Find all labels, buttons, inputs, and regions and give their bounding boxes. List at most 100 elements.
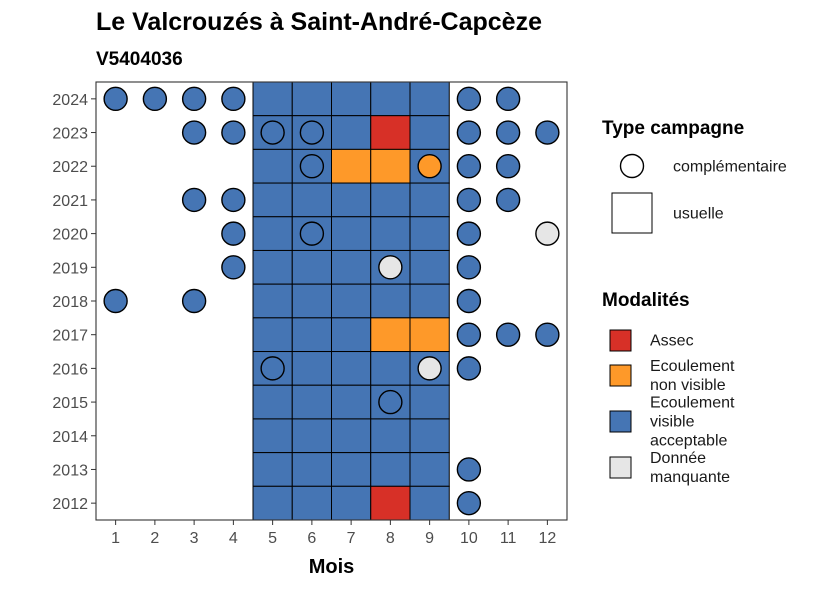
point-2019-10 (456, 255, 482, 280)
tile-2024-5 (252, 81, 293, 117)
point-2022-10 (456, 154, 482, 179)
tile-2017-5 (252, 317, 293, 353)
tile-2018-5 (252, 283, 293, 319)
point-2020-12 (535, 221, 560, 246)
tile-2019-5 (252, 249, 293, 285)
legend-modalities-title: Modalités (602, 290, 690, 311)
tile-2023-8 (370, 115, 411, 150)
y-tick-label-2016: 2016 (52, 361, 88, 378)
tile-2020-7 (331, 216, 372, 251)
tile-2013-7 (331, 452, 372, 487)
tile-2021-7 (331, 182, 372, 218)
tile-2015-7 (331, 384, 372, 420)
tile-2023-9 (409, 115, 450, 150)
legend-label-assec: Assec (650, 333, 694, 350)
tile-2015-6 (291, 384, 332, 420)
y-tick-label-2014: 2014 (52, 429, 88, 446)
legend-label-ecoulement-visible-acceptable: Ecoulement visible acceptable (650, 395, 735, 450)
tile-2018-8 (370, 283, 411, 319)
y-tick-label-2012: 2012 (52, 496, 88, 513)
legend-key-usuelle (611, 192, 653, 234)
point-2022-11 (495, 154, 521, 179)
tile-2016-6 (291, 351, 332, 386)
tile-2014-9 (409, 418, 450, 454)
legend-label-ecoulement-non-visible: Ecoulement non visible (650, 358, 735, 394)
point-2017-10 (456, 322, 482, 347)
y-tick-label-2015: 2015 (52, 395, 88, 412)
tile-2020-8 (370, 216, 411, 251)
point-2023-4 (221, 120, 246, 145)
tile-2014-5 (252, 418, 293, 454)
x-tick-label-6: 6 (307, 530, 316, 547)
legend-label-donnee-manquante: Donnée manquante (650, 450, 730, 486)
point-2023-11 (495, 120, 521, 145)
point-2024-3 (181, 86, 207, 112)
y-tick-label-2019: 2019 (52, 260, 88, 277)
tile-2012-8 (370, 485, 411, 521)
chart-subtitle: V5404036 (96, 49, 183, 70)
y-tick-label-2017: 2017 (52, 328, 88, 345)
tile-2017-6 (291, 317, 332, 353)
y-tick-label-2018: 2018 (52, 294, 88, 311)
tile-2024-8 (370, 81, 411, 117)
x-tick-label-3: 3 (190, 530, 199, 547)
x-tick-label-2: 2 (150, 530, 159, 547)
point-2020-4 (221, 221, 246, 246)
point-2012-10 (456, 490, 482, 516)
x-tick-label-10: 10 (460, 530, 478, 547)
legend-modalities: Modalités Assec Ecoulement non visibleEcoul… (602, 290, 735, 486)
point-2015-8 (378, 389, 403, 415)
point-2018-3 (181, 288, 207, 314)
tile-2017-8 (370, 317, 411, 353)
x-axis: 1 2 3 4 5 6 7 8 9 10 11 12 (111, 520, 556, 547)
legend-key-ecoulement-non-visible (609, 364, 632, 387)
x-tick-label-12: 12 (538, 530, 556, 547)
tile-2024-9 (409, 81, 450, 117)
point-2018-10 (456, 288, 482, 314)
tile-2015-9 (409, 384, 450, 420)
x-tick-label-9: 9 (425, 530, 434, 547)
tile-2020-5 (252, 216, 293, 251)
point-2016-5 (260, 356, 285, 381)
point-2023-10 (456, 120, 482, 145)
point-2021-11 (495, 187, 521, 213)
x-tick-label-8: 8 (386, 530, 395, 547)
point-2021-3 (181, 187, 207, 213)
legend-key-donnee-manquante (609, 456, 632, 479)
point-2019-8 (378, 255, 403, 280)
tile-2024-7 (331, 81, 372, 117)
tile-2013-5 (252, 452, 293, 487)
tile-2018-6 (291, 283, 332, 319)
point-2024-10 (456, 86, 482, 112)
legend-label-usuelle: usuelle (673, 206, 724, 223)
point-2023-3 (181, 120, 207, 145)
tile-2014-8 (370, 418, 411, 454)
point-2017-12 (535, 322, 560, 347)
tile-2023-7 (331, 115, 372, 150)
legend-key-ecoulement-visible-acceptable (609, 410, 632, 433)
legend-key-assec (609, 329, 632, 352)
tile-2020-9 (409, 216, 450, 251)
legend-label-complementaire: complémentaire (673, 159, 787, 176)
point-2020-10 (456, 221, 482, 246)
chart-title: Le Valcrouzés à Saint-André-Capcèze (96, 8, 542, 36)
point-2022-6 (299, 154, 325, 179)
point-2024-2 (142, 86, 168, 112)
y-tick-label-2020: 2020 (52, 227, 88, 244)
tile-2012-6 (291, 485, 332, 521)
point-2023-12 (535, 120, 560, 145)
y-axis: 2012 2013 2014 2015 2016 2017 2018 2019 2020 2021… (52, 92, 96, 513)
tile-2022-5 (252, 148, 293, 184)
tile-2013-8 (370, 452, 411, 487)
tile-2018-7 (331, 283, 372, 319)
point-2016-9 (417, 356, 442, 381)
point-2013-10 (456, 457, 482, 482)
x-tick-label-4: 4 (229, 530, 238, 547)
x-tick-label-5: 5 (268, 530, 277, 547)
point-2018-1 (103, 288, 128, 314)
point-2024-1 (103, 86, 128, 112)
legend-campaign-type: Type campagne complémentaire usuelle (602, 118, 787, 234)
tile-2019-9 (409, 249, 450, 285)
x-tick-label-7: 7 (347, 530, 356, 547)
